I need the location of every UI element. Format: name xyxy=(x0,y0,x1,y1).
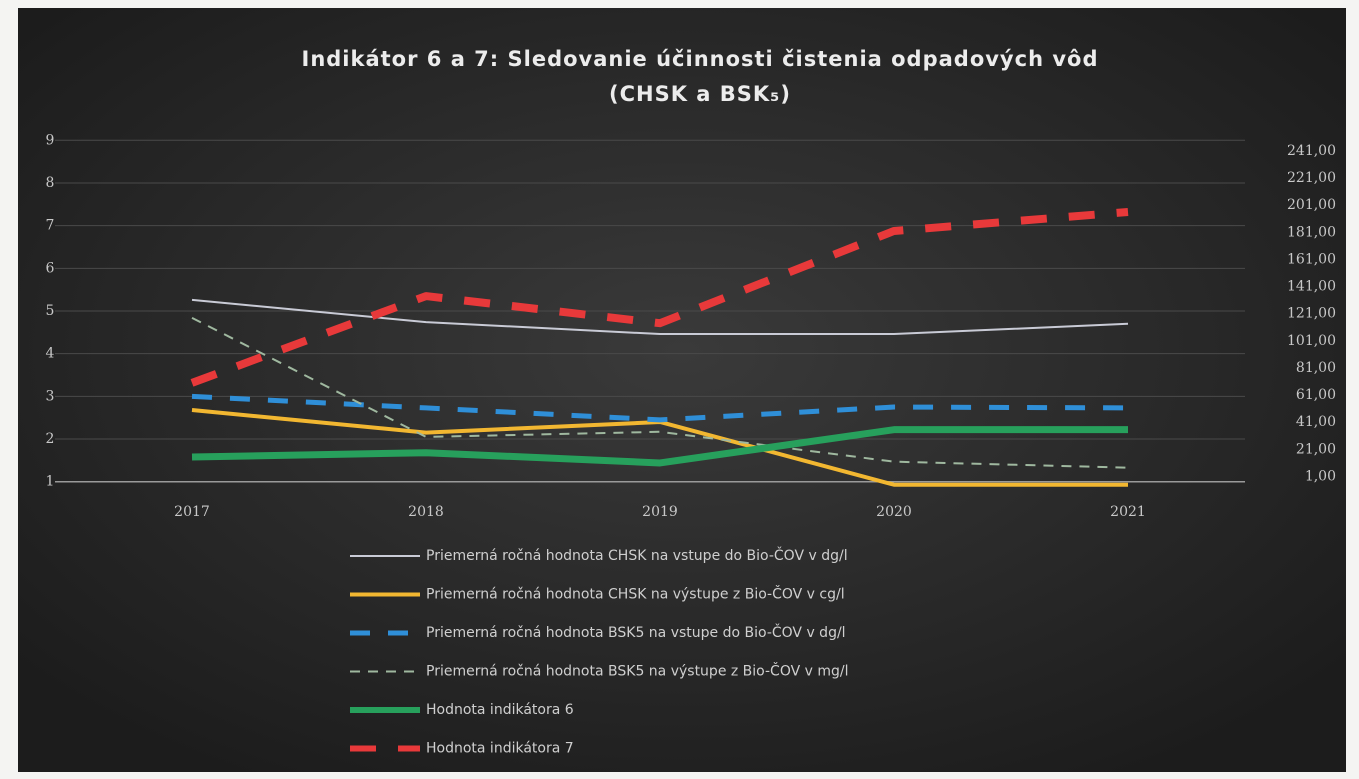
legend-label: Hodnota indikátora 7 xyxy=(426,741,574,757)
legend-label: Priemerná ročná hodnota CHSK na výstupe … xyxy=(426,585,845,603)
legend-label: Hodnota indikátora 6 xyxy=(426,702,574,718)
chart-subtitle: (CHSK a BSK₅) xyxy=(609,82,791,106)
y2-tick-label: 1,00 xyxy=(1305,469,1336,485)
y-tick-label: 9 xyxy=(46,132,55,148)
y2-tick-label: 181,00 xyxy=(1287,224,1336,240)
legend-label: Priemerná ročná hodnota BSK5 na výstupe … xyxy=(426,662,849,680)
legend-label: Priemerná ročná hodnota BSK5 na vstupe d… xyxy=(426,623,846,641)
series-line xyxy=(190,207,1129,387)
y-tick-label: 4 xyxy=(46,346,55,362)
series-line xyxy=(191,298,1129,336)
x-tick-label: 2020 xyxy=(876,504,912,520)
series-line xyxy=(191,393,1129,423)
y2-tick-label: 101,00 xyxy=(1287,333,1336,349)
x-tick-label: 2017 xyxy=(174,504,210,520)
y-tick-label: 7 xyxy=(46,218,55,234)
x-tick-label: 2018 xyxy=(408,504,444,520)
chart-title: Indikátor 6 a 7: Sledovanie účinnosti či… xyxy=(302,47,1099,71)
y2-tick-label: 201,00 xyxy=(1287,197,1336,213)
x-tick-label: 2019 xyxy=(642,504,678,520)
y2-tick-label: 141,00 xyxy=(1287,279,1336,295)
y2-tick-label: 121,00 xyxy=(1287,306,1336,322)
y2-tick-label: 61,00 xyxy=(1296,387,1336,403)
y2-tick-label: 81,00 xyxy=(1296,360,1336,376)
series-line xyxy=(191,316,1129,469)
chart-background xyxy=(18,8,1346,772)
y-tick-label: 1 xyxy=(46,474,55,490)
legend-label: Priemerná ročná hodnota CHSK na vstupe d… xyxy=(426,546,848,564)
y2-tick-label: 21,00 xyxy=(1296,441,1336,457)
y2-tick-label: 41,00 xyxy=(1296,414,1336,430)
y-tick-label: 2 xyxy=(46,431,55,447)
y-tick-label: 3 xyxy=(46,388,55,404)
y-tick-label: 5 xyxy=(46,303,55,319)
x-tick-label: 2021 xyxy=(1110,504,1146,520)
y2-tick-label: 221,00 xyxy=(1287,170,1336,186)
y-tick-label: 6 xyxy=(46,260,55,276)
y2-tick-label: 241,00 xyxy=(1287,143,1336,159)
y-tick-label: 8 xyxy=(46,175,55,191)
series-line xyxy=(191,426,1128,467)
y2-tick-label: 161,00 xyxy=(1287,251,1336,267)
